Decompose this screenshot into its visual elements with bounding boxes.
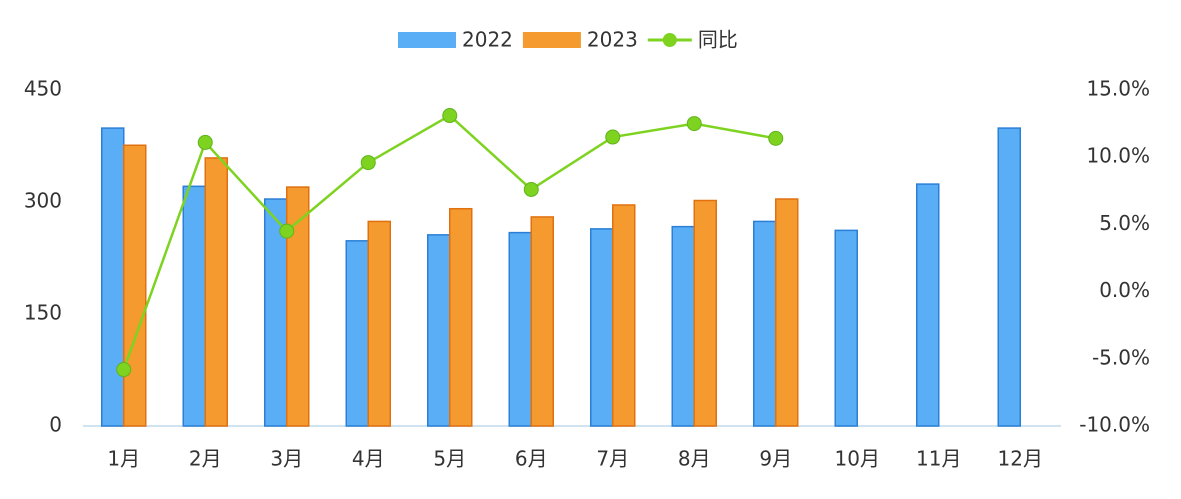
legend-label: 2022	[462, 28, 513, 52]
y-tick-label: 0	[49, 413, 62, 437]
legend-swatch	[398, 32, 456, 48]
line-point	[605, 129, 621, 145]
x-tick-label: 2月	[189, 447, 222, 471]
x-tick-label: 10月	[835, 447, 880, 471]
bar	[693, 199, 717, 427]
bar	[508, 231, 532, 427]
y2-tick-label: 15.0%	[1086, 77, 1150, 101]
legend-swatch	[522, 32, 581, 48]
bar	[590, 228, 614, 427]
bar	[753, 220, 777, 427]
y2-tick-label: 5.0%	[1099, 211, 1150, 235]
y2-tick-label: -10.0%	[1079, 413, 1150, 437]
x-tick-label: 9月	[759, 447, 792, 471]
line-point	[279, 223, 295, 239]
x-tick-label: 7月	[596, 447, 629, 471]
line-point	[442, 108, 458, 124]
legend-label: 2023	[587, 28, 638, 52]
y-tick-label: 150	[24, 301, 62, 325]
y-tick-label: 450	[24, 77, 62, 101]
x-tick-label: 12月	[998, 447, 1043, 471]
line-point	[768, 130, 784, 146]
bar	[530, 216, 554, 427]
x-tick-label: 3月	[270, 447, 303, 471]
bar	[182, 185, 206, 427]
bar	[671, 225, 695, 427]
x-tick-label: 4月	[352, 447, 385, 471]
bar	[612, 204, 636, 427]
bar	[834, 229, 858, 427]
bar	[997, 127, 1021, 427]
y2-tick-label: 10.0%	[1086, 144, 1150, 168]
bar	[449, 207, 473, 427]
bar	[345, 240, 369, 427]
x-tick-label: 5月	[433, 447, 466, 471]
legend-label: 同比	[698, 28, 738, 52]
x-tick-label: 1月	[107, 447, 140, 471]
x-tick-label: 6月	[515, 447, 548, 471]
y2-tick-label: -5.0%	[1092, 345, 1150, 369]
bar	[204, 157, 228, 427]
x-tick-label: 8月	[678, 447, 711, 471]
legend-swatch	[662, 33, 677, 47]
bar	[775, 198, 799, 427]
x-tick-label: 11月	[916, 447, 961, 471]
bar	[916, 183, 940, 427]
bar	[101, 127, 125, 427]
bar	[367, 220, 391, 427]
line-point	[686, 116, 702, 132]
line-point	[523, 181, 539, 197]
bar	[123, 144, 147, 427]
y-tick-label: 300	[24, 189, 62, 213]
bar	[427, 234, 451, 427]
line-point	[197, 134, 213, 150]
line-point	[360, 155, 376, 171]
y2-tick-label: 0.0%	[1099, 278, 1150, 302]
line-point	[116, 362, 132, 378]
bar	[286, 186, 310, 427]
